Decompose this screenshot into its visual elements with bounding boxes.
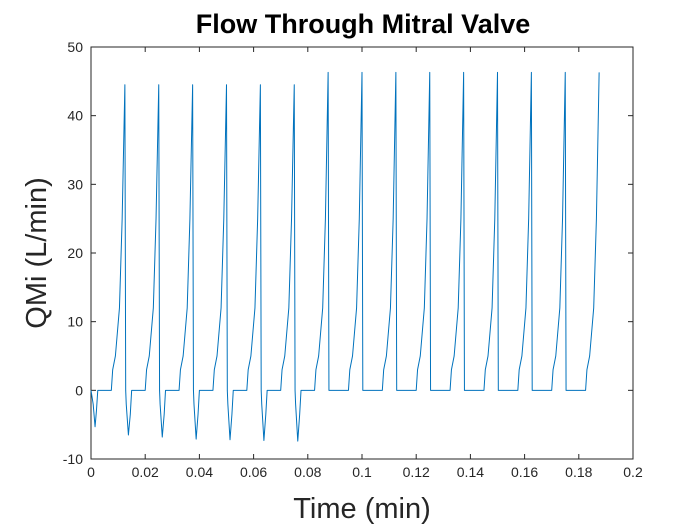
x-tick-label: 0.18 (565, 464, 592, 480)
y-tick-label: 20 (67, 245, 83, 261)
y-tick-label: 0 (75, 382, 83, 398)
y-tick-label: 10 (67, 314, 83, 330)
x-axis-label: Time (min) (293, 493, 430, 525)
y-tick-label: 30 (67, 176, 83, 192)
x-tick-label: 0.02 (132, 464, 159, 480)
x-tick-label: 0.06 (240, 464, 267, 480)
y-axis-label: QMi (L/min) (21, 177, 53, 328)
x-tick-label: 0.2 (623, 464, 643, 480)
x-tick-label: 0.12 (403, 464, 430, 480)
x-tick-label: 0.1 (352, 464, 372, 480)
axis-ticks (90, 46, 634, 460)
x-tick-label: 0 (87, 464, 95, 480)
x-tick-label: 0.14 (457, 464, 484, 480)
x-tick-label: 0.16 (511, 464, 538, 480)
axis-tick-labels: 0 0.02 0.04 0.06 0.08 0.1 0.12 0.14 0.16 0.18 0.2 -… (63, 39, 643, 480)
y-tick-label: -10 (63, 451, 83, 467)
x-tick-label: 0.08 (294, 464, 321, 480)
chart-title: Flow Through Mitral Valve (196, 9, 531, 39)
series-line-qmi (90, 71, 600, 442)
x-tick-label: 0.04 (186, 464, 213, 480)
y-tick-label: 40 (67, 108, 83, 124)
y-tick-label: 50 (67, 39, 83, 55)
